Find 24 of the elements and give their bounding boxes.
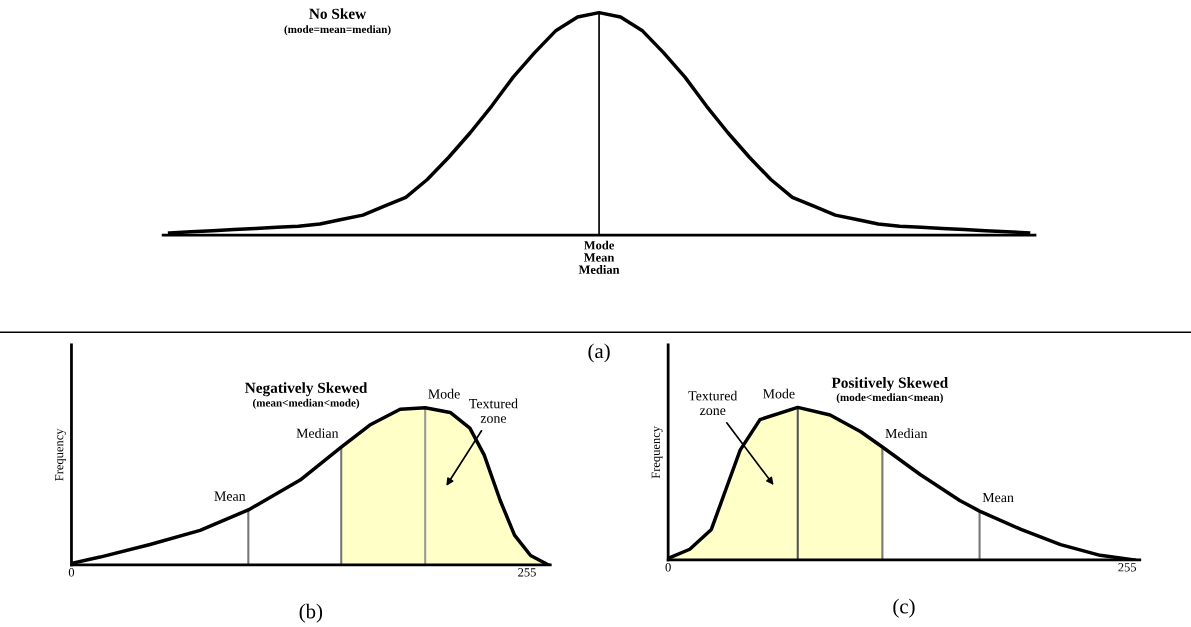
- annotation: Textured zone: [688, 390, 738, 416]
- ref-line-label: Median: [296, 428, 339, 438]
- ref-line-label: Mode: [428, 388, 460, 399]
- ref-line-label: Median: [885, 428, 928, 439]
- ref-line-label: Mode: [763, 388, 795, 399]
- ref-line-label: Mean: [982, 492, 1014, 503]
- x-tick-label: 255: [1118, 563, 1137, 572]
- chart-title: Positively Skewed: [831, 377, 948, 392]
- y-axis-title: Frequency: [55, 428, 66, 481]
- y-axis-title: Frequency: [651, 426, 663, 479]
- text: (mode=mean=median): [284, 25, 391, 36]
- x-tick-label: 255: [518, 568, 536, 577]
- annotation: Textured zone: [469, 398, 518, 423]
- text: (b): [299, 603, 323, 623]
- x-tick-label: 0: [665, 563, 671, 572]
- text: (c): [893, 598, 915, 618]
- chart-title: No Skew: [309, 8, 367, 19]
- x-axis-title: Mode Mean Median: [578, 240, 620, 274]
- ref-line-label: Mean: [214, 491, 246, 501]
- chart-subtitle: (mode<median<mean): [836, 393, 943, 404]
- chart-title: Negatively Skewed: [245, 382, 368, 397]
- x-tick-label: 0: [68, 568, 75, 577]
- chart-subtitle: (mean<median<mode): [253, 398, 360, 409]
- text: (a): [588, 343, 610, 363]
